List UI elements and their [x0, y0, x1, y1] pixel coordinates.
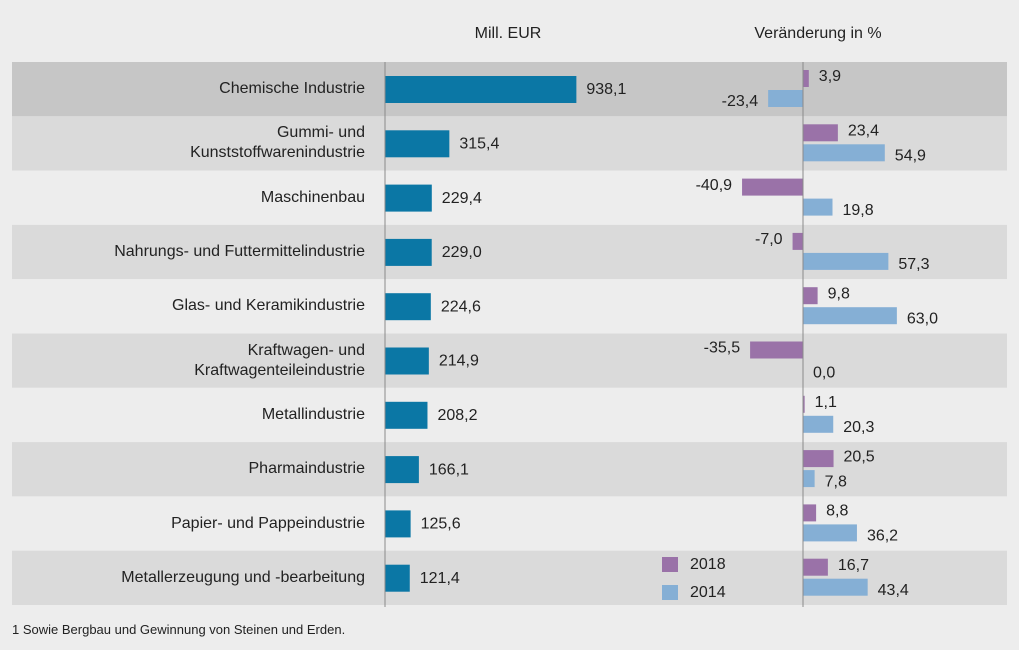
value-label: 23,4: [848, 123, 879, 140]
value-label: -23,4: [722, 93, 759, 110]
value-label: 0,0: [813, 365, 835, 382]
bar: [803, 504, 817, 522]
value-label: 36,2: [867, 528, 898, 545]
bar: [385, 564, 410, 592]
bar: [385, 293, 431, 321]
bar: [803, 470, 815, 488]
category-label: Chemische Industrie: [219, 80, 365, 98]
value-label: 224,6: [441, 298, 481, 315]
row-band: [12, 279, 1007, 334]
legend-label: 2018: [690, 556, 726, 573]
bar: [803, 307, 897, 325]
bar: [385, 401, 428, 429]
value-label: -40,9: [696, 177, 733, 194]
bar: [803, 578, 868, 596]
value-label: 7,8: [825, 473, 847, 490]
bar: [750, 341, 803, 359]
bar: [803, 144, 885, 162]
value-label: 63,0: [907, 310, 938, 327]
bar: [803, 198, 833, 216]
value-label: 229,0: [442, 244, 482, 261]
value-label: 166,1: [429, 461, 469, 478]
bar: [385, 184, 432, 212]
bar: [803, 395, 805, 413]
category-label: Pharmaindustrie: [248, 460, 366, 478]
category-label: Metallindustrie: [261, 405, 365, 423]
bar: [385, 238, 432, 266]
row-band: [12, 496, 1007, 551]
value-label: 229,4: [442, 190, 482, 207]
row-band: [12, 333, 1007, 388]
value-label: 1,1: [815, 394, 837, 411]
value-label: 214,9: [439, 353, 479, 370]
value-label: 208,2: [437, 407, 477, 424]
value-label: 57,3: [898, 256, 929, 273]
value-label: 9,8: [828, 285, 850, 302]
row-band: [12, 550, 1007, 605]
bar: [792, 232, 803, 250]
chart-title: Veränderung in %: [754, 25, 881, 42]
bar: [385, 456, 419, 484]
bar: [803, 124, 838, 142]
value-label: 16,7: [838, 557, 869, 574]
category-label: Nahrungs- und Futtermittelindustrie: [114, 243, 365, 261]
footnote: 1 Sowie Bergbau und Gewinnung von Steine…: [12, 622, 346, 637]
value-label: -35,5: [704, 340, 741, 357]
value-label: -7,0: [755, 231, 783, 248]
bar: [768, 90, 803, 107]
bar: [742, 178, 803, 196]
value-label: 54,9: [895, 148, 926, 165]
chart-title: Mill. EUR: [475, 25, 542, 42]
bar: [803, 450, 834, 468]
row-band: [12, 224, 1007, 280]
category-label: Kraftwagen- und Kraftwagenteileindustrie: [194, 341, 365, 379]
category-label: Glas- und Keramikindustrie: [172, 297, 365, 315]
bar: [385, 130, 450, 158]
category-label: Gummi- und Kunststoffwarenindustrie: [190, 124, 365, 162]
bar: [385, 347, 429, 375]
category-label: Maschinenbau: [260, 188, 365, 206]
value-label: 20,3: [843, 419, 874, 436]
value-label: 20,5: [844, 448, 875, 465]
row-band: [12, 170, 1007, 225]
legend-swatch: [662, 557, 678, 572]
row-band: [12, 442, 1007, 497]
bar: [385, 510, 411, 538]
value-label: 19,8: [843, 202, 874, 219]
bar: [803, 558, 828, 576]
row-band: [12, 387, 1007, 443]
value-label: 3,9: [819, 68, 841, 85]
value-label: 43,4: [878, 582, 909, 599]
value-label: 121,4: [420, 570, 460, 587]
bar: [803, 415, 834, 433]
legend-swatch: [662, 585, 678, 600]
value-label: 125,6: [421, 516, 461, 533]
value-label: 938,1: [586, 81, 626, 98]
value-label: 315,4: [459, 136, 499, 153]
row-band: [12, 116, 1007, 171]
value-label: 8,8: [826, 503, 848, 520]
bar: [803, 252, 889, 270]
bar: [803, 524, 857, 542]
bar: [803, 70, 809, 87]
category-label: Metallerzeugung und -bearbeitung: [121, 568, 365, 586]
legend-label: 2014: [690, 584, 726, 601]
bar: [385, 76, 577, 103]
bar: [803, 287, 818, 305]
category-label: Papier- und Pappeindustrie: [171, 514, 365, 532]
